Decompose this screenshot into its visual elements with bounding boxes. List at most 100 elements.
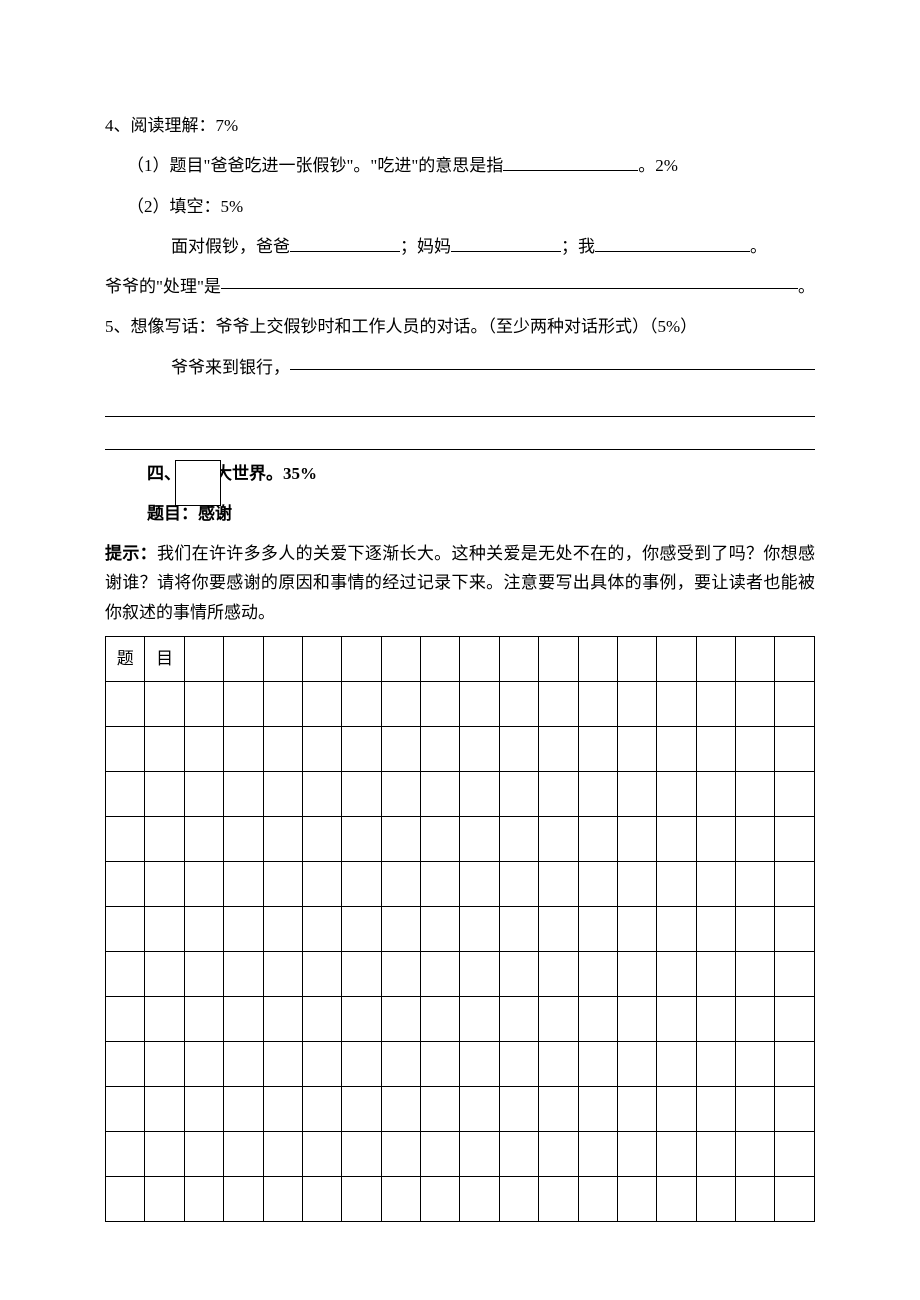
grid-cell[interactable]: [224, 771, 263, 816]
grid-cell[interactable]: [381, 1131, 420, 1176]
grid-cell[interactable]: [539, 1176, 578, 1221]
grid-cell[interactable]: [421, 771, 460, 816]
grid-cell[interactable]: [499, 951, 538, 996]
grid-cell[interactable]: [499, 861, 538, 906]
grid-cell[interactable]: [736, 771, 775, 816]
grid-cell[interactable]: [184, 681, 223, 726]
grid-cell[interactable]: [578, 951, 617, 996]
grid-cell[interactable]: [224, 906, 263, 951]
grid-cell[interactable]: [302, 1176, 341, 1221]
grid-cell[interactable]: [184, 906, 223, 951]
grid-cell[interactable]: [184, 726, 223, 771]
grid-cell[interactable]: [499, 996, 538, 1041]
grid-cell[interactable]: [421, 861, 460, 906]
grid-cell[interactable]: [302, 1041, 341, 1086]
grid-cell[interactable]: [539, 1086, 578, 1131]
grid-cell[interactable]: [460, 1086, 499, 1131]
grid-cell[interactable]: [184, 951, 223, 996]
grid-cell[interactable]: [578, 1086, 617, 1131]
grid-cell[interactable]: [342, 681, 381, 726]
grid-cell[interactable]: [263, 951, 302, 996]
grid-cell[interactable]: [184, 1131, 223, 1176]
grid-cell[interactable]: [421, 681, 460, 726]
grid-cell[interactable]: 目: [145, 636, 184, 681]
grid-cell[interactable]: [775, 1086, 815, 1131]
grid-cell[interactable]: [736, 681, 775, 726]
grid-cell[interactable]: [657, 996, 696, 1041]
grid-cell[interactable]: [302, 816, 341, 861]
grid-cell[interactable]: [617, 816, 656, 861]
grid-cell[interactable]: [421, 816, 460, 861]
grid-cell[interactable]: [775, 1176, 815, 1221]
grid-cell[interactable]: [381, 726, 420, 771]
grid-cell[interactable]: [578, 1041, 617, 1086]
grid-cell[interactable]: [106, 1041, 145, 1086]
grid-cell[interactable]: [263, 771, 302, 816]
grid-cell[interactable]: [381, 1041, 420, 1086]
grid-cell[interactable]: [302, 906, 341, 951]
grid-cell[interactable]: [106, 1176, 145, 1221]
grid-cell[interactable]: [617, 1131, 656, 1176]
grid-cell[interactable]: [421, 636, 460, 681]
grid-cell[interactable]: [696, 1086, 735, 1131]
grid-cell[interactable]: [263, 1086, 302, 1131]
grid-cell[interactable]: [775, 996, 815, 1041]
grid-cell[interactable]: [657, 906, 696, 951]
grid-cell[interactable]: [499, 1176, 538, 1221]
grid-cell[interactable]: [499, 681, 538, 726]
grid-cell[interactable]: [499, 771, 538, 816]
grid-cell[interactable]: [381, 996, 420, 1041]
grid-cell[interactable]: [381, 771, 420, 816]
grid-cell[interactable]: [736, 636, 775, 681]
grid-cell[interactable]: [696, 681, 735, 726]
grid-cell[interactable]: [145, 726, 184, 771]
grid-cell[interactable]: [499, 816, 538, 861]
grid-cell[interactable]: [342, 1131, 381, 1176]
grid-cell[interactable]: [696, 726, 735, 771]
grid-cell[interactable]: [617, 771, 656, 816]
grid-cell[interactable]: [421, 726, 460, 771]
grid-cell[interactable]: [499, 726, 538, 771]
grid-cell[interactable]: [263, 816, 302, 861]
grid-cell[interactable]: [617, 951, 656, 996]
grid-cell[interactable]: [578, 861, 617, 906]
q4-fill-blank1[interactable]: [290, 234, 400, 252]
grid-cell[interactable]: [578, 726, 617, 771]
grid-cell[interactable]: [342, 1086, 381, 1131]
grid-cell[interactable]: [617, 861, 656, 906]
grid-cell[interactable]: [539, 1131, 578, 1176]
grid-cell[interactable]: [106, 861, 145, 906]
grid-cell[interactable]: [657, 1041, 696, 1086]
grid-cell[interactable]: [263, 906, 302, 951]
grid-cell[interactable]: [184, 636, 223, 681]
grid-cell[interactable]: [499, 636, 538, 681]
grid-cell[interactable]: [578, 771, 617, 816]
grid-cell[interactable]: [736, 906, 775, 951]
grid-cell[interactable]: [302, 771, 341, 816]
grid-cell[interactable]: [696, 816, 735, 861]
grid-cell[interactable]: [657, 861, 696, 906]
grid-cell[interactable]: [381, 951, 420, 996]
grid-cell[interactable]: [145, 1131, 184, 1176]
grid-cell[interactable]: [263, 1131, 302, 1176]
grid-cell[interactable]: [775, 1041, 815, 1086]
grid-cell[interactable]: [657, 1086, 696, 1131]
grid-cell[interactable]: [106, 996, 145, 1041]
grid-cell[interactable]: [736, 951, 775, 996]
grid-cell[interactable]: [460, 1176, 499, 1221]
q4-fill-blank3[interactable]: [595, 234, 750, 252]
q5-line1-blank[interactable]: [290, 352, 815, 370]
q4-fill-blank2[interactable]: [451, 234, 561, 252]
grid-cell[interactable]: [145, 1176, 184, 1221]
grid-cell[interactable]: [736, 816, 775, 861]
grid-cell[interactable]: [224, 951, 263, 996]
grid-cell[interactable]: [657, 816, 696, 861]
grid-cell[interactable]: [381, 816, 420, 861]
grid-cell[interactable]: [696, 996, 735, 1041]
grid-cell[interactable]: [460, 1131, 499, 1176]
grid-cell[interactable]: [617, 906, 656, 951]
grid-cell[interactable]: [775, 726, 815, 771]
grid-cell[interactable]: [224, 1041, 263, 1086]
grid-cell[interactable]: [381, 636, 420, 681]
grid-cell[interactable]: [539, 906, 578, 951]
